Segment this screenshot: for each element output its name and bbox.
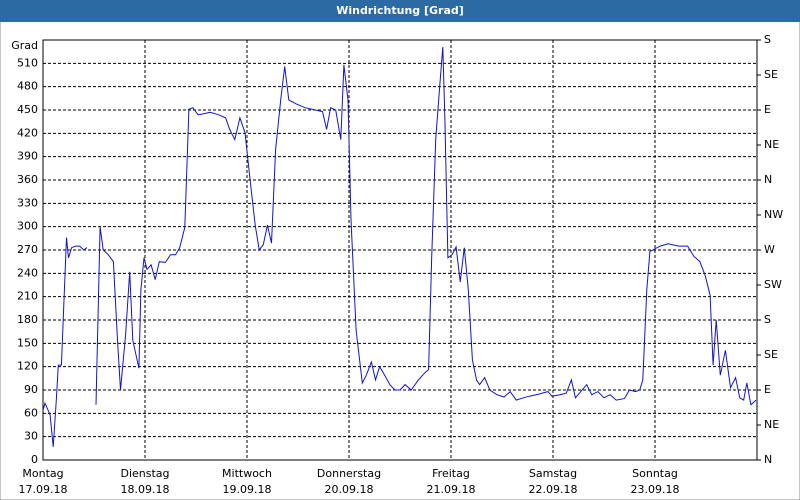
y-tick-label: 270 [17, 243, 38, 256]
y2-tick-label: E [764, 103, 771, 116]
y2-tick-label: E [764, 383, 771, 396]
x-tick-date: 17.09.18 [19, 483, 68, 496]
x-tick-label: Freitag [432, 467, 470, 480]
y-tick-label: 120 [17, 360, 38, 373]
x-tick-date: 21.09.18 [427, 483, 476, 496]
y2-tick-label: S [764, 33, 771, 46]
y-tick-label: 420 [17, 126, 38, 139]
y-tick-label: 240 [17, 266, 38, 279]
x-tick-date: 18.09.18 [121, 483, 170, 496]
y2-tick-label: S [764, 313, 771, 326]
x-tick-label: Samstag [529, 467, 577, 480]
chart-title: Windrichtung [Grad] [336, 4, 464, 17]
y-axis-label: Grad [11, 39, 38, 52]
x-tick-date: 19.09.18 [223, 483, 272, 496]
x-tick-label: Sonntag [632, 467, 678, 480]
y-tick-label: 300 [17, 220, 38, 233]
y2-tick-label: N [764, 173, 772, 186]
y2-tick-label: SE [764, 68, 778, 81]
y-tick-label: 30 [24, 430, 38, 443]
y-tick-label: 90 [24, 383, 38, 396]
data-line [42, 46, 757, 447]
y2-tick-label: SE [764, 348, 778, 361]
y-tick-label: 480 [17, 80, 38, 93]
y-tick-label: 510 [17, 56, 38, 69]
y2-tick-label: W [764, 243, 775, 256]
x-tick-date: 20.09.18 [325, 483, 374, 496]
x-tick-label: Montag [22, 467, 63, 480]
y-tick-label: 60 [24, 406, 38, 419]
y-tick-label: 450 [17, 103, 38, 116]
y2-tick-label: N [764, 453, 772, 466]
y-tick-label: 360 [17, 173, 38, 186]
y2-tick-label: NE [764, 138, 779, 151]
y2-tick-label: NE [764, 418, 779, 431]
y-tick-label: 0 [31, 453, 38, 466]
y-tick-label: 150 [17, 336, 38, 349]
x-tick-date: 22.09.18 [529, 483, 578, 496]
x-tick-date: 23.09.18 [631, 483, 680, 496]
x-tick-label: Mittwoch [222, 467, 272, 480]
y2-tick-label: SW [764, 278, 782, 291]
y-tick-label: 180 [17, 313, 38, 326]
title-bar [0, 0, 800, 22]
x-tick-label: Dienstag [120, 467, 169, 480]
y-tick-label: 330 [17, 196, 38, 209]
y2-tick-label: NW [764, 208, 783, 221]
x-tick-label: Donnerstag [317, 467, 381, 480]
y-tick-label: 210 [17, 290, 38, 303]
y-tick-label: 390 [17, 150, 38, 163]
